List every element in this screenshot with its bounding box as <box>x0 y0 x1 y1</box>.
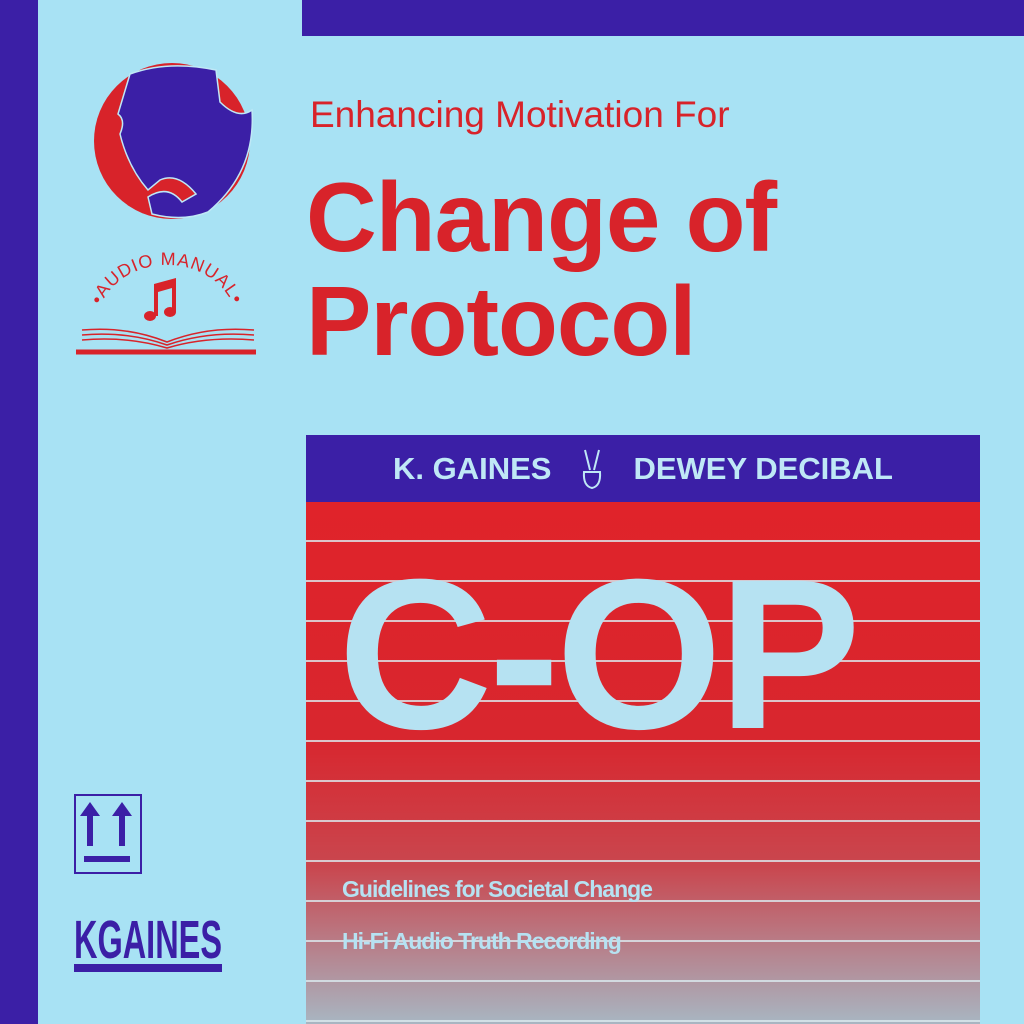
title-line-1: Change of <box>306 162 777 272</box>
this-side-up-icon <box>74 794 142 874</box>
svg-text:KGAINES: KGAINES <box>74 910 222 970</box>
badge-text: •AUDIO MANUAL• <box>86 250 246 307</box>
music-note-icon <box>144 278 176 321</box>
portrait-silhouette-icon <box>94 63 254 219</box>
artist-2: DEWEY DECIBAL <box>633 450 893 486</box>
title-line-2: Protocol <box>306 266 696 376</box>
subtitle: Enhancing Motivation For <box>310 94 730 135</box>
peace-hand-icon <box>583 449 602 489</box>
svg-text:•AUDIO MANUAL•: •AUDIO MANUAL• <box>86 250 247 307</box>
left-stripe <box>0 0 38 1024</box>
artist-1: K. GAINES <box>393 450 552 486</box>
artist-banner: K. GAINES DEWEY DECIBAL <box>306 435 980 502</box>
tagline-2: Hi-Fi Audio Truth Recording <box>342 928 622 954</box>
kgaines-logo: KGAINES <box>74 910 222 972</box>
top-bar <box>302 0 1024 36</box>
red-striped-panel <box>306 502 980 1024</box>
open-book-icon <box>76 328 256 355</box>
audio-manual-badge: •AUDIO MANUAL• <box>76 250 256 355</box>
album-short-title: C-OP <box>338 535 861 774</box>
tagline-1: Guidelines for Societal Change <box>342 876 653 902</box>
